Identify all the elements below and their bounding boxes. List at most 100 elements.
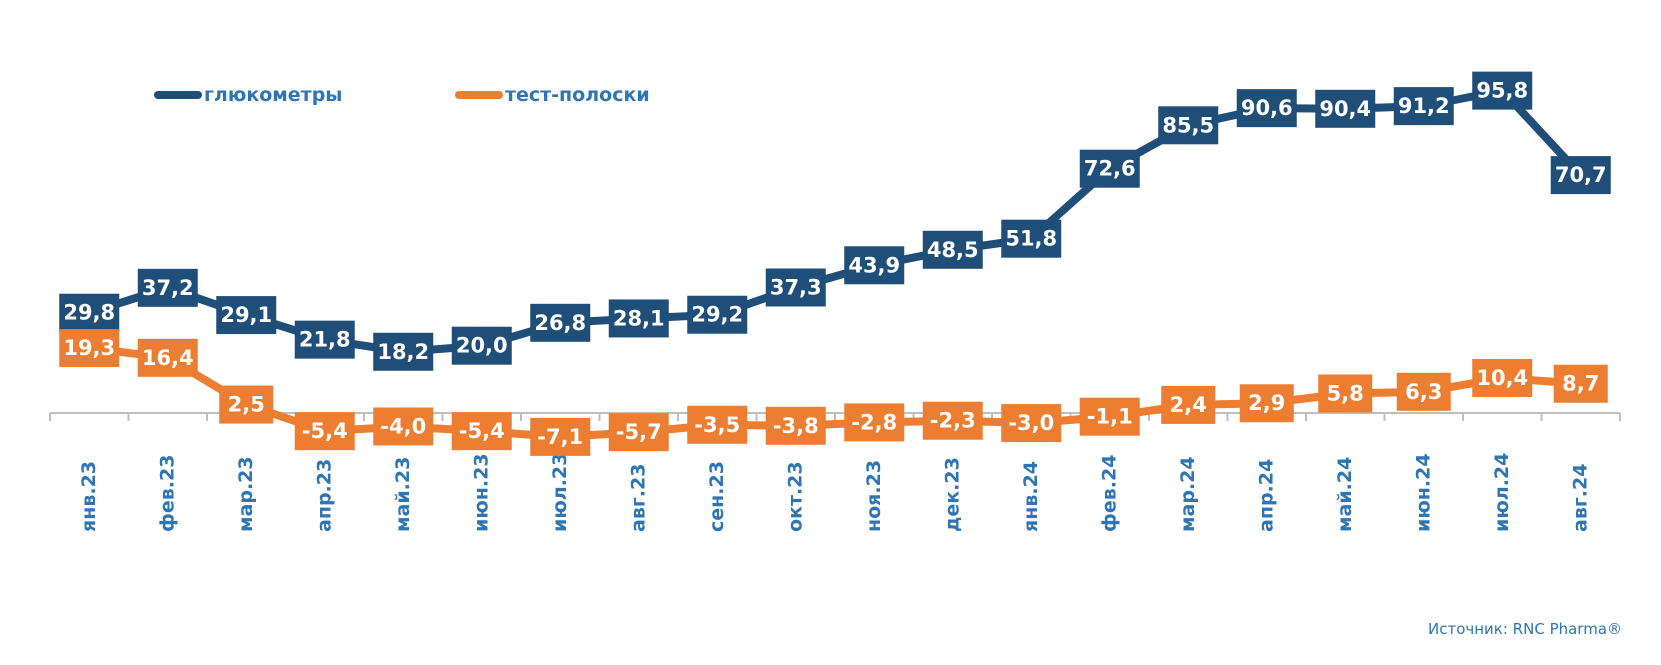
x-tick-label: июн.24 [1412, 453, 1434, 532]
data-label-box [530, 303, 591, 342]
x-tick-label: май.24 [1334, 457, 1356, 532]
x-tick-label: сен.23 [706, 461, 728, 532]
legend-label-test-strips: тест-полоски [505, 84, 650, 106]
data-label: 20,0 [456, 334, 508, 358]
source-note: Источник: RNC Pharma® [1428, 620, 1623, 638]
data-label: -3,8 [773, 414, 819, 438]
data-label-box [1001, 219, 1062, 258]
data-label: 95,8 [1476, 79, 1528, 103]
data-label-box [1001, 404, 1062, 443]
data-label-box [1079, 149, 1140, 188]
data-label: 51,8 [1005, 227, 1057, 251]
data-label: -5,7 [616, 420, 662, 444]
x-tick-label: янв.24 [1020, 461, 1042, 532]
data-label: 8,7 [1562, 372, 1599, 396]
data-label-box [1318, 374, 1373, 413]
data-label: 90,4 [1319, 97, 1371, 121]
data-label: 19,3 [63, 336, 115, 360]
x-tick-label: май.23 [392, 457, 414, 532]
legend-swatch-glucometers [154, 91, 202, 99]
data-label-box [608, 299, 669, 338]
data-label-box [1396, 372, 1451, 411]
data-label: 6,3 [1405, 380, 1442, 404]
data-label-box [373, 332, 434, 371]
data-label-box [844, 403, 905, 442]
data-label-box [687, 295, 748, 334]
x-tick-label: дек.23 [941, 457, 963, 532]
data-label-box [1161, 385, 1216, 424]
data-label-box [922, 401, 983, 440]
x-tick-label: мар.24 [1177, 456, 1199, 532]
data-label: -2,3 [930, 409, 976, 433]
data-label: 70,7 [1555, 163, 1607, 187]
data-label-box [1315, 89, 1376, 128]
data-label: 85,5 [1162, 113, 1214, 137]
data-label-box [1553, 364, 1608, 403]
data-label-box [451, 326, 512, 365]
data-label-box [1239, 384, 1294, 423]
data-label: 21,8 [299, 328, 351, 352]
data-label-box [1158, 106, 1219, 145]
data-label: 37,2 [142, 276, 194, 300]
data-label-box [530, 417, 591, 456]
data-label: -3,5 [694, 413, 740, 437]
data-label: 2,4 [1170, 393, 1207, 417]
x-tick-label: фев.24 [1098, 455, 1120, 532]
data-label: 2,5 [228, 393, 265, 417]
data-label: 90,6 [1241, 96, 1293, 120]
x-tick-label: окт.23 [784, 461, 806, 532]
data-label-box [1393, 87, 1454, 126]
x-tick-label: апр.23 [313, 459, 335, 532]
series-line-glucometers [85, 86, 1585, 356]
data-label: -5,4 [459, 419, 505, 443]
data-label-box [1550, 156, 1611, 195]
data-label-box [1236, 89, 1297, 128]
x-tick-label: мар.23 [235, 456, 257, 532]
data-label: 48,5 [927, 238, 979, 262]
legend-item-test-strips: тест-полоски [455, 84, 650, 106]
x-tick-label: янв.23 [78, 461, 100, 532]
data-label-box [608, 413, 669, 452]
data-label-box [219, 385, 274, 424]
data-label-box [59, 293, 120, 332]
data-label-box [1472, 359, 1533, 398]
data-label-box [137, 268, 198, 307]
data-label: 28,1 [613, 306, 665, 330]
data-label: 2,9 [1248, 391, 1285, 415]
data-label: 29,1 [220, 303, 272, 327]
data-label: 72,6 [1084, 157, 1136, 181]
data-label: 26,8 [534, 311, 586, 335]
data-label-box [687, 405, 748, 444]
x-tick-label: авг.23 [627, 464, 649, 532]
data-label: 16,4 [142, 346, 194, 370]
data-label: -5,4 [302, 419, 348, 443]
data-label-box [294, 412, 355, 451]
data-label-box [59, 329, 120, 368]
data-label: 10,4 [1476, 366, 1528, 390]
data-label: 18,2 [377, 340, 429, 364]
data-label-box [765, 268, 826, 307]
x-tick-label: ноя.23 [863, 460, 885, 532]
x-tick-label: авг.24 [1569, 464, 1591, 532]
data-label-box [1472, 71, 1533, 110]
data-label: 91,2 [1398, 94, 1450, 118]
data-label: 29,2 [691, 303, 743, 327]
legend-item-glucometers: глюкометры [154, 84, 342, 106]
data-label: -3,0 [1008, 411, 1054, 435]
data-label-box [1079, 397, 1140, 436]
legend-swatch-test-strips [455, 91, 503, 99]
data-label-box [844, 246, 905, 285]
data-label: 43,9 [848, 253, 900, 277]
data-label: 5,8 [1327, 381, 1364, 405]
data-label-box [294, 320, 355, 359]
x-tick-label: апр.24 [1255, 459, 1277, 532]
data-label-box [765, 406, 826, 445]
data-label-box [137, 338, 198, 377]
data-label: -1,1 [1087, 405, 1133, 429]
x-tick-label: июл.23 [549, 453, 571, 532]
data-label-box [216, 296, 277, 335]
data-label: 37,3 [770, 275, 822, 299]
data-label: -7,1 [537, 425, 583, 449]
legend-label-glucometers: глюкометры [204, 84, 343, 106]
